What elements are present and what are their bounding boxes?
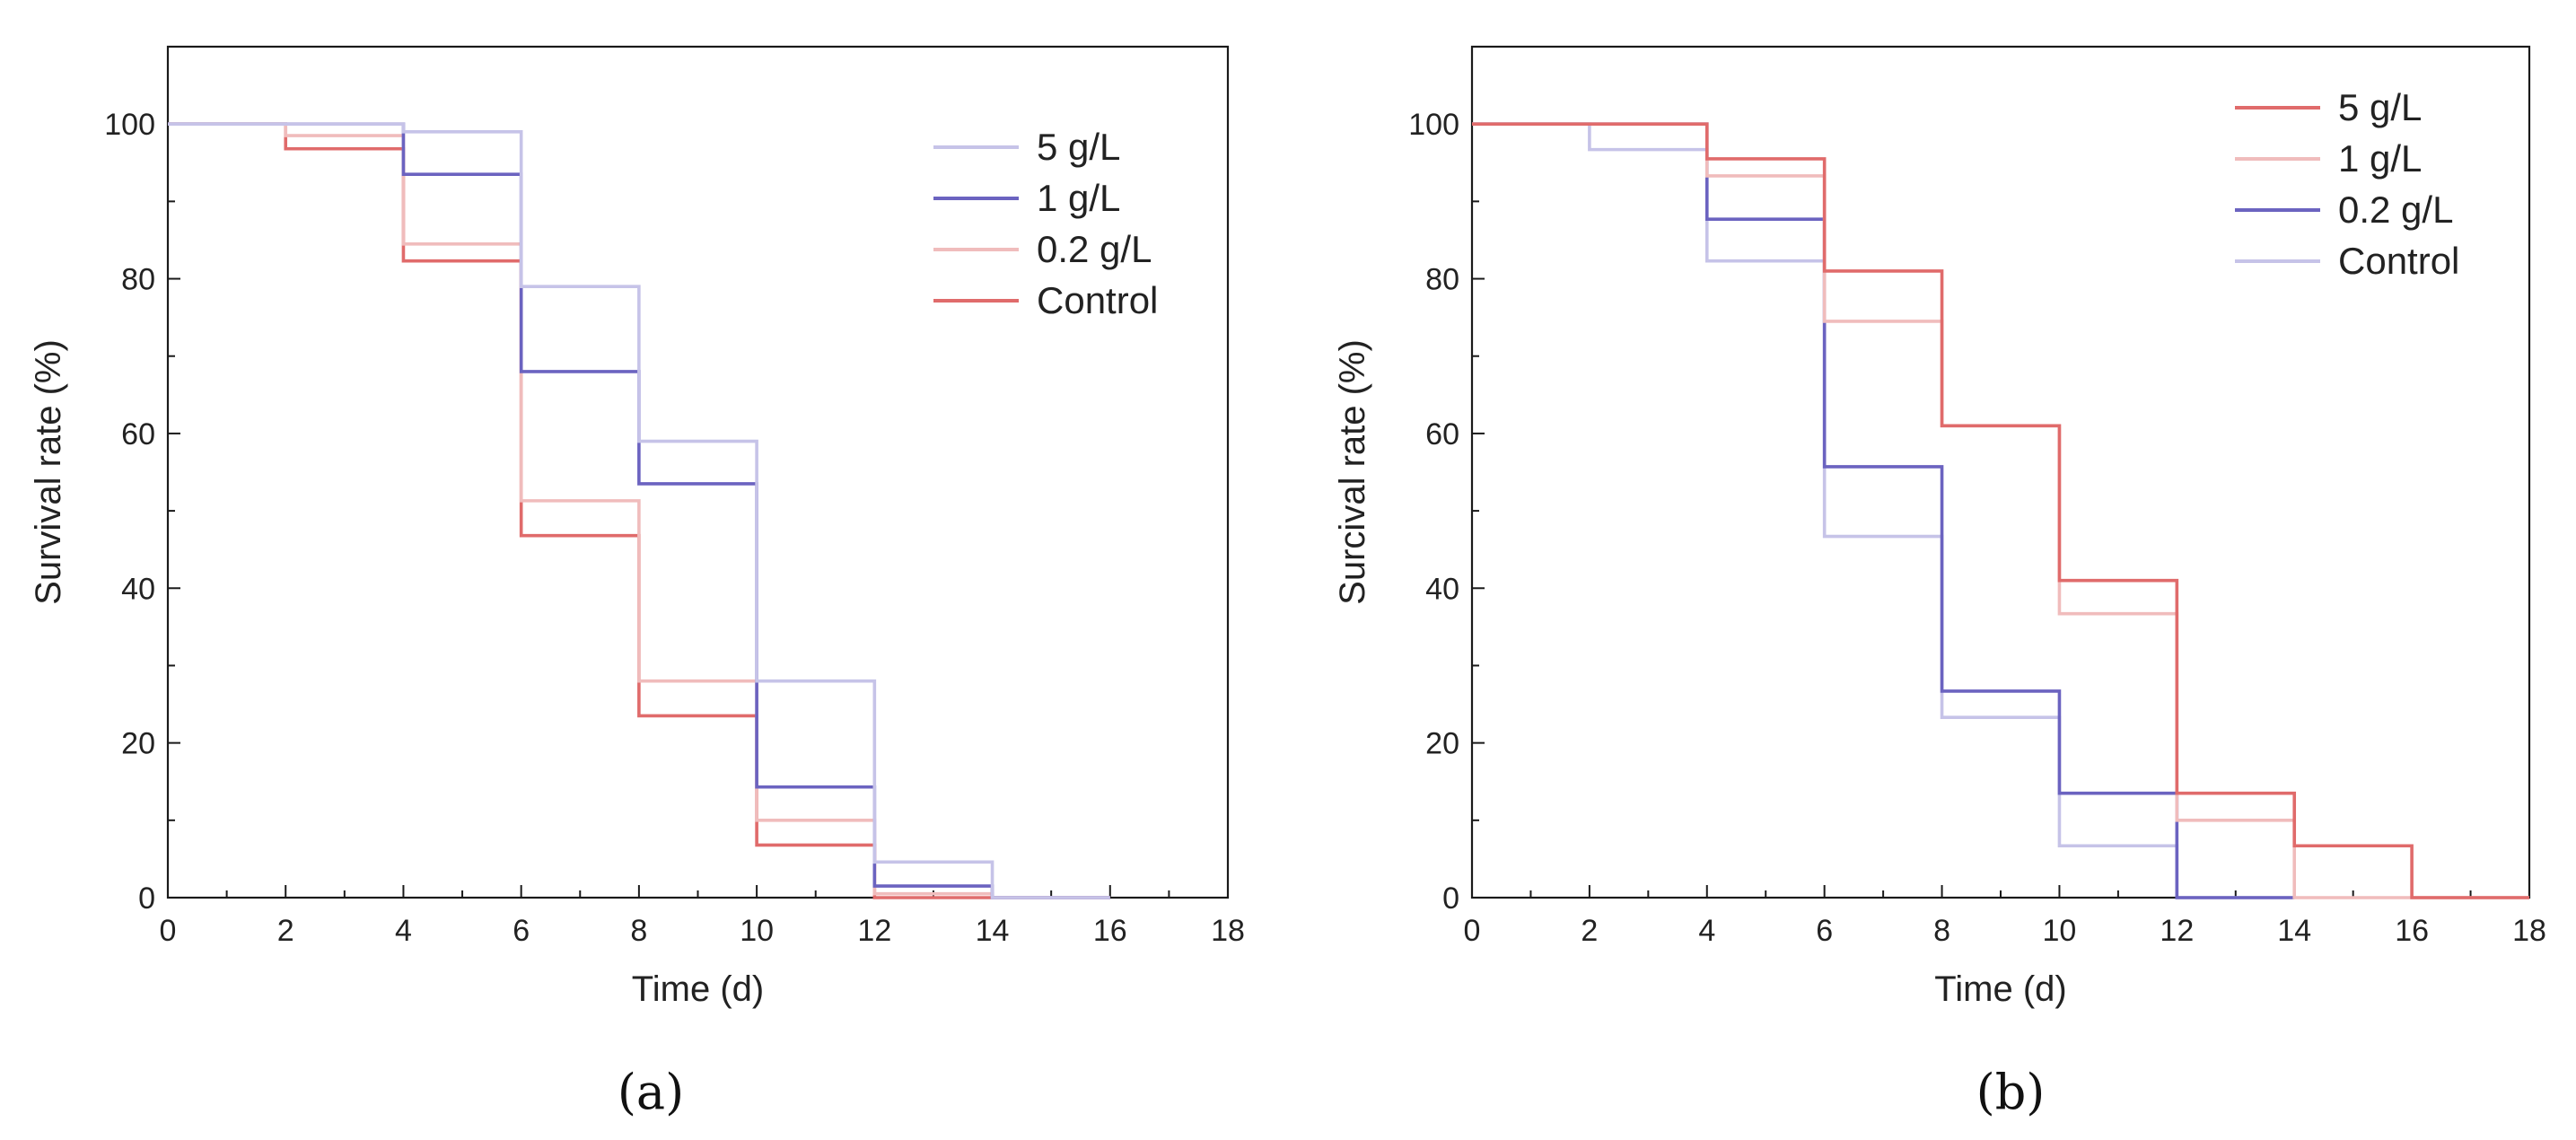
chart-1-y-tick-label: 80	[1425, 263, 1459, 297]
chart-0-legend: 5 g/L 1 g/L 0.2 g/L Control	[933, 126, 1158, 321]
chart-0-y-tick-label: 100	[104, 108, 155, 142]
chart-0-y-tick-label: 20	[121, 727, 155, 761]
chart-1-x-tick-label: 8	[1933, 914, 1950, 948]
chart-1: 0 2 4 6 8 10 12 14 16 18 0 20 40 60 80 100 Time (d) Surci…	[1333, 45, 2546, 1120]
chart-0-series-0-2-g-l	[168, 122, 1110, 899]
chart-1-panel-label: (b)	[1976, 1064, 2046, 1120]
chart-1-y-axis-title: Surcival rate (%)	[1333, 339, 1372, 605]
chart-0-y-tick-label: 0	[138, 881, 155, 916]
chart-1-y-tick-label: 20	[1425, 727, 1459, 761]
chart-1-x-tick-label: 16	[2395, 914, 2429, 948]
chart-0-x-tick-label: 0	[160, 914, 177, 948]
chart-1-x-axis-title: Time (d)	[1934, 969, 2066, 1009]
chart-1-y-tick-label: 60	[1425, 417, 1459, 452]
chart-0-y-axis-title: Survival rate (%)	[29, 339, 68, 605]
chart-0-legend-label: 0.2 g/L	[1037, 228, 1152, 270]
chart-0-legend-label: 5 g/L	[1037, 126, 1120, 168]
chart-1-x-tick-label: 4	[1698, 914, 1715, 948]
chart-1-legend-label: 0.2 g/L	[2338, 189, 2453, 231]
chart-1-y-tick-label: 40	[1425, 572, 1459, 606]
chart-0: 0 2 4 6 8 10 12 14 16 18 0 20 40 60 80 100 Time (d) Survi…	[29, 45, 1245, 1120]
chart-0-series-1-g-l	[168, 122, 1110, 899]
chart-1-legend: 5 g/L 1 g/L 0.2 g/L Control	[2235, 86, 2459, 282]
chart-0-series-5-g-l	[168, 122, 1110, 899]
chart-1-x-tick-label: 2	[1581, 914, 1598, 948]
chart-0-x-tick-label: 2	[277, 914, 294, 948]
chart-1-x-tick-label: 12	[2160, 914, 2194, 948]
chart-0-x-tick-label: 8	[630, 914, 647, 948]
chart-1-x-tick-label: 0	[1464, 914, 1481, 948]
chart-1-y-tick-label: 100	[1408, 108, 1459, 142]
chart-1-x-tick-label: 18	[2512, 914, 2546, 948]
chart-1-series-0-2-g-l	[1472, 122, 2295, 899]
chart-0-y-tick-label: 80	[121, 263, 155, 297]
chart-0-legend-label: Control	[1037, 279, 1158, 321]
chart-1-legend-label: Control	[2338, 240, 2459, 282]
chart-1-series-control	[1472, 122, 2295, 899]
chart-0-x-tick-label: 18	[1211, 914, 1245, 948]
chart-0-y-tick-label: 60	[121, 417, 155, 452]
chart-0-x-tick-label: 10	[740, 914, 774, 948]
chart-1-y-tick-label: 0	[1442, 881, 1459, 916]
chart-0-x-tick-label: 12	[857, 914, 891, 948]
chart-1-legend-label: 1 g/L	[2338, 137, 2422, 180]
chart-0-plot-frame	[166, 45, 1230, 899]
chart-0-x-tick-label: 16	[1093, 914, 1127, 948]
chart-1-x-tick-label: 14	[2277, 914, 2311, 948]
chart-1-x-tick-label: 10	[2043, 914, 2077, 948]
chart-0-panel-label: (a)	[618, 1064, 684, 1120]
chart-1-legend-label: 5 g/L	[2338, 86, 2422, 128]
chart-0-x-axis-title: Time (d)	[632, 969, 764, 1009]
chart-0-x-tick-label: 14	[976, 914, 1010, 948]
chart-0-legend-label: 1 g/L	[1037, 177, 1120, 219]
chart-0-x-tick-label: 4	[395, 914, 412, 948]
chart-0-x-tick-label: 6	[513, 914, 530, 948]
chart-1-x-tick-label: 6	[1816, 914, 1833, 948]
chart-1-series-5-g-l	[1472, 122, 2529, 899]
chart-0-y-tick-label: 40	[121, 572, 155, 606]
